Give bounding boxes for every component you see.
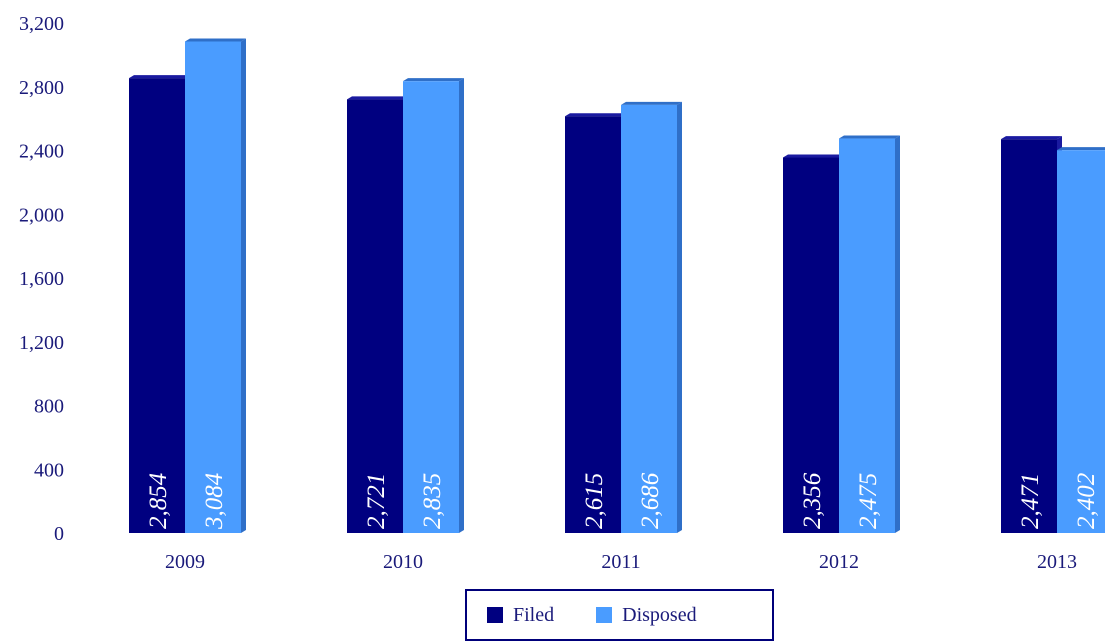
y-tick-label: 3,200 [19,13,64,35]
bar-top [129,75,190,79]
x-tick-label: 2009 [165,551,205,573]
legend-label-disposed: Disposed [622,603,697,626]
y-tick-label: 2,800 [19,77,64,99]
data-label: 2,854 [145,473,172,529]
data-label: 2,721 [363,473,390,529]
bar-disposed-2012 [839,138,895,533]
bar-top [403,78,464,82]
y-tick-label: 400 [34,459,64,481]
bar-side [895,135,900,533]
legend-label-filed: Filed [513,603,555,626]
bar-top [621,101,682,105]
legend-item-filed: Filed [487,604,554,627]
bar-top [347,96,408,100]
x-tick-label: 2012 [819,551,859,573]
bar-top [783,154,844,158]
y-tick-label: 1,600 [19,268,64,290]
x-tick-label: 2011 [601,551,640,573]
y-tick-label: 1,200 [19,332,64,354]
x-tick-label: 2010 [383,551,423,573]
y-tick-label: 2,400 [19,141,64,163]
y-tick-label: 2,000 [19,204,64,226]
x-tick-label: 2013 [1037,551,1077,573]
bar-side [677,101,682,533]
bar-filed-2010 [347,99,403,533]
bar-top [1001,136,1062,140]
bar-top [185,38,246,42]
data-label: 2,475 [855,473,882,529]
bar-disposed-2011 [621,104,677,533]
legend-swatch-filed [487,607,503,623]
bar-disposed-2009 [185,41,241,534]
bar-filed-2011 [565,116,621,533]
data-label: 2,471 [1017,473,1044,529]
legend: Filed Disposed [465,589,774,641]
legend-item-disposed: Disposed [596,603,697,627]
data-label: 2,356 [799,472,826,529]
data-label: 3,084 [201,473,228,530]
bar-filed-2012 [783,157,839,533]
data-label: 2,615 [581,473,608,529]
bar-side [241,38,246,534]
bar-top [1057,147,1105,151]
data-label: 2,835 [419,473,446,529]
bar-filed-2013 [1001,139,1057,533]
bar-top [839,135,900,139]
bar-top [565,113,626,117]
data-label: 2,402 [1073,473,1100,529]
y-tick-label: 800 [34,396,64,418]
bar-side [459,78,464,533]
bar-chart: 0 400 800 1,200 1,600 2,000 2,400 2,800 3,200 2,8… [19,13,1105,573]
data-label: 2,686 [637,472,664,529]
y-tick-label: 0 [54,523,64,545]
legend-swatch-disposed [596,607,613,623]
bar-disposed-2010 [403,81,459,533]
bar-disposed-2013 [1057,150,1105,533]
bar-filed-2009 [129,78,185,534]
